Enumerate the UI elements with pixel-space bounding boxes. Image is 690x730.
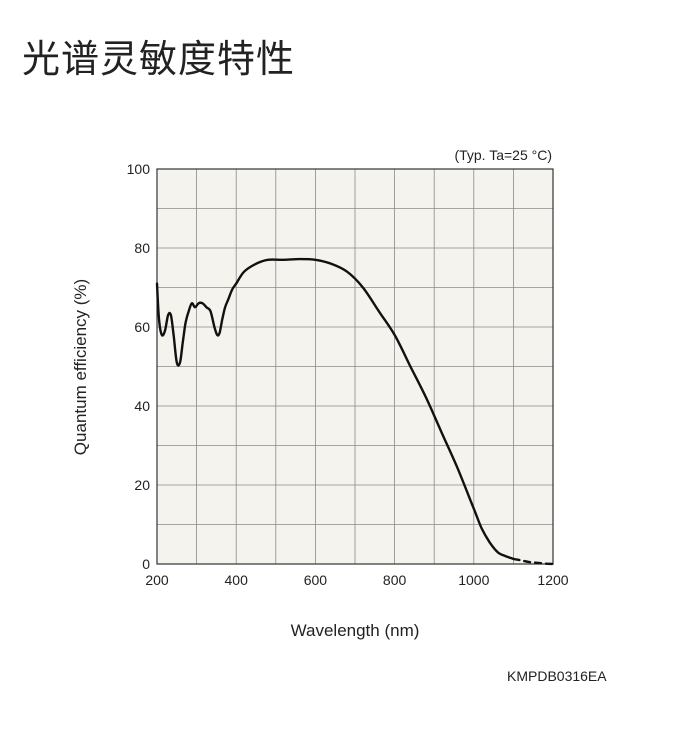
y-tick-label: 80 [134, 240, 150, 256]
x-tick-label: 800 [383, 572, 407, 588]
x-tick-label: 1000 [458, 572, 489, 588]
x-tick-label: 600 [304, 572, 328, 588]
x-tick-label: 200 [145, 572, 169, 588]
x-axis-label: Wavelength (nm) [291, 621, 420, 640]
y-tick-label: 0 [142, 556, 150, 572]
plot-frame [156, 168, 554, 565]
x-tick-label: 400 [225, 572, 249, 588]
series-line [155, 257, 515, 561]
series-line-dashed [512, 557, 555, 566]
y-tick-label: 20 [134, 477, 150, 493]
y-tick-label: 100 [127, 161, 151, 177]
chart-note: (Typ. Ta=25 °C) [454, 147, 552, 163]
page-title: 光谱灵敏度特性 [22, 37, 296, 81]
x-tick-label: 1200 [537, 572, 568, 588]
y-tick-label: 40 [134, 398, 150, 414]
y-axis-label: Quantum efficiency (%) [71, 279, 90, 455]
figure-code: KMPDB0316EA [507, 668, 607, 684]
y-tick-label: 60 [134, 319, 150, 335]
